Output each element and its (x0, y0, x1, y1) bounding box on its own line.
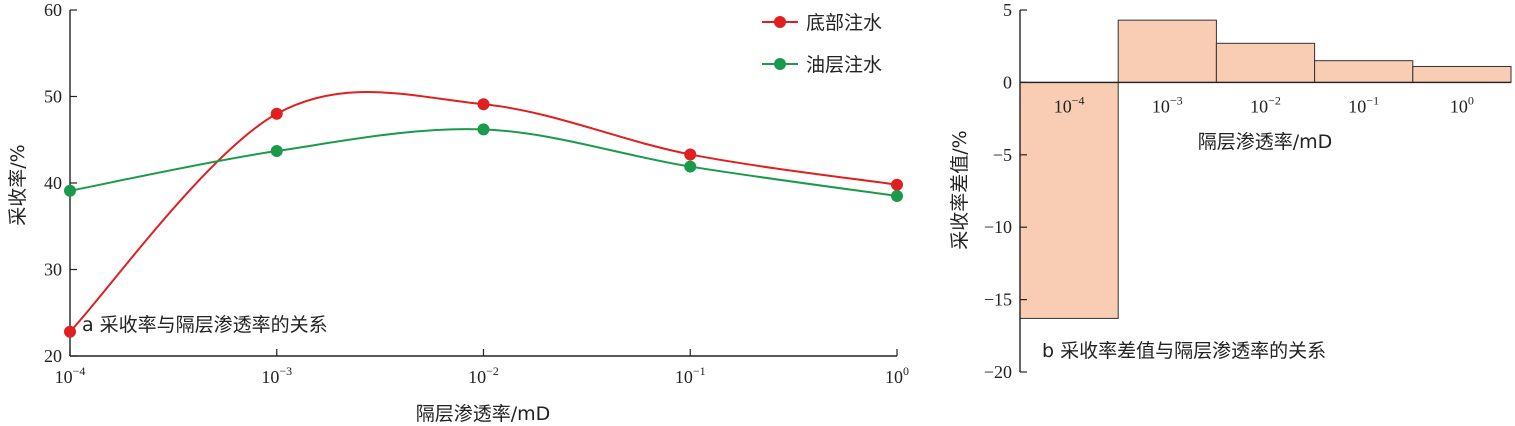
panel-b-bar (1215, 42, 1316, 83)
panel-a-x-axis-label: 隔层渗透率/mD (416, 403, 551, 425)
panel-b-bar (1019, 81, 1119, 319)
panel-a-y-tick-label: 60 (44, 0, 62, 20)
panel-b-y-tick-label: −10 (984, 217, 1012, 237)
panel-b-bar (1314, 60, 1414, 83)
legend-point-marker (774, 58, 786, 70)
panel-b-y-tick-label: 5 (1003, 0, 1012, 20)
panel-b-category-label: 100 (1450, 93, 1474, 116)
legend-point-marker (774, 16, 786, 28)
panel-a-data-point (891, 189, 903, 202)
panel-b-x-axis-label: 隔层渗透率/mD (1198, 131, 1333, 153)
legend-entry-label: 底部注水 (806, 12, 882, 34)
panel-a-x-tick-label: 100 (885, 364, 909, 387)
panel-a-y-tick-label: 30 (44, 260, 62, 280)
panel-a-data-point (477, 98, 490, 111)
panel-b-y-tick-label: −15 (984, 290, 1012, 310)
panel-b-category-labels: 10−4 10−3 10−2 10−1 100 (1054, 93, 1474, 116)
panel-b-caption: b 采收率差值与隔层渗透率的关系 (1042, 340, 1326, 362)
panel-a-y-tick-label: 40 (44, 173, 62, 193)
panel-b-category-label: 10−3 (1152, 93, 1183, 116)
panel-a-y-ticks: 20 30 40 50 60 (44, 0, 77, 366)
panel-b-category-label: 10−2 (1250, 93, 1281, 116)
panel-a-y-axis-label: 采收率/% (7, 144, 29, 225)
panel-b-y-ticks: −20 −15 −10 −5 0 5 (984, 0, 1027, 382)
panel-a-x-tick-label: 10−4 (55, 364, 86, 387)
panel-a-data-point (64, 184, 76, 197)
panel-a-axes (69, 10, 897, 357)
panel-a-data-point (477, 123, 490, 136)
panel-a-x-tick-label: 10−1 (675, 364, 706, 387)
legend-entry-label: 油层注水 (806, 54, 882, 76)
panel-a-data-point (270, 107, 283, 120)
panel-b-y-axis-label: 采收率差值/% (949, 130, 971, 249)
panel-a-data-point (891, 178, 903, 191)
panel-b-y-tick-label: −5 (993, 145, 1012, 165)
panel-b-axes (1019, 10, 1511, 372)
panel-a-series-points (64, 98, 903, 338)
panel-a-x-tick-label: 10−3 (261, 364, 292, 387)
panel-a-caption: a 采收率与隔层渗透率的关系 (82, 314, 328, 336)
panel-a-data-point (684, 148, 697, 161)
panel-a-y-tick-label: 20 (44, 346, 62, 366)
panel-a-x-ticks: 10−4 10−3 10−2 10−1 100 (55, 349, 909, 387)
panel-b-bar-chart: −20 −15 −10 −5 0 5 10−4 10−3 10−2 10−1 100 隔层渗透率/… (949, 0, 1512, 382)
panel-a-x-tick-label: 10−2 (468, 364, 499, 387)
panel-b-bars (1019, 19, 1512, 319)
panel-a-y-tick-label: 50 (44, 87, 62, 107)
panel-b-bar (1117, 19, 1217, 83)
panel-b-category-label: 10−1 (1348, 93, 1379, 116)
panel-b-y-tick-label: −20 (984, 362, 1012, 382)
panel-a-data-point (270, 144, 283, 157)
panel-b-bar (1412, 65, 1512, 83)
panel-b-category-label: 10−4 (1054, 93, 1085, 116)
panel-a-data-point (684, 160, 697, 173)
panel-a-series-line-1 (69, 91, 898, 333)
panel-a-data-point (64, 325, 76, 338)
panel-b-y-tick-label: 0 (1003, 72, 1012, 92)
